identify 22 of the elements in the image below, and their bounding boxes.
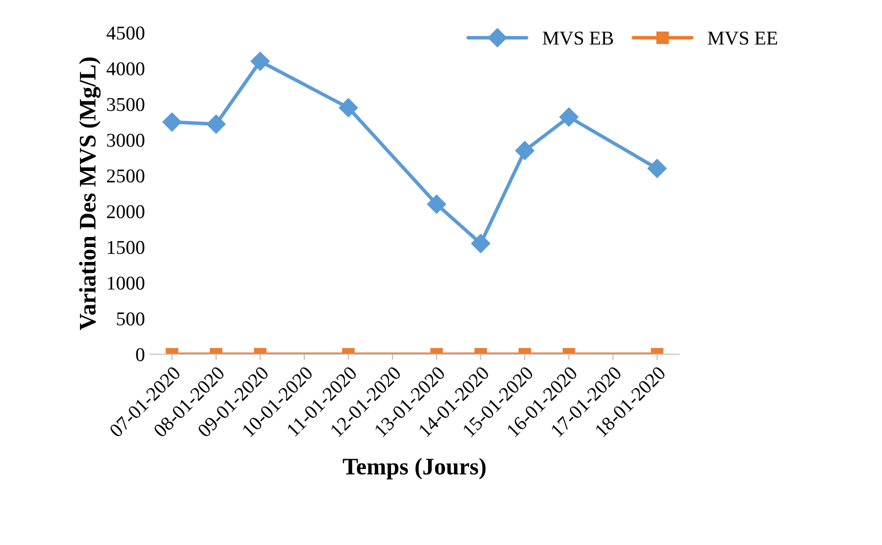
point xyxy=(162,112,182,132)
y-tick-label: 3000 xyxy=(107,134,144,147)
legend-label: MVS EE xyxy=(708,32,778,45)
point xyxy=(206,114,226,134)
point xyxy=(338,98,358,118)
y-tick-label: 1000 xyxy=(108,276,144,290)
y-tick-label: 2500 xyxy=(107,169,144,183)
y-tick-label: 0 xyxy=(136,348,144,362)
point xyxy=(515,141,534,160)
point xyxy=(250,52,270,71)
y-tick-label: 500 xyxy=(117,312,144,326)
y-axis-title: Variation Des MVS (Mg/L) xyxy=(79,58,101,330)
y-tick-label: 3500 xyxy=(107,98,144,112)
y-tick-label: 4000 xyxy=(106,62,144,76)
y-tick-label: 1500 xyxy=(108,240,144,254)
y-tick-label: 4500 xyxy=(106,26,144,40)
point xyxy=(559,107,578,127)
y-tick-label: 2000 xyxy=(107,205,144,218)
point xyxy=(427,194,446,214)
legend-label: MVS EB xyxy=(542,32,614,45)
point xyxy=(648,158,667,178)
x-axis-title: Temps (Jours) xyxy=(342,458,486,480)
